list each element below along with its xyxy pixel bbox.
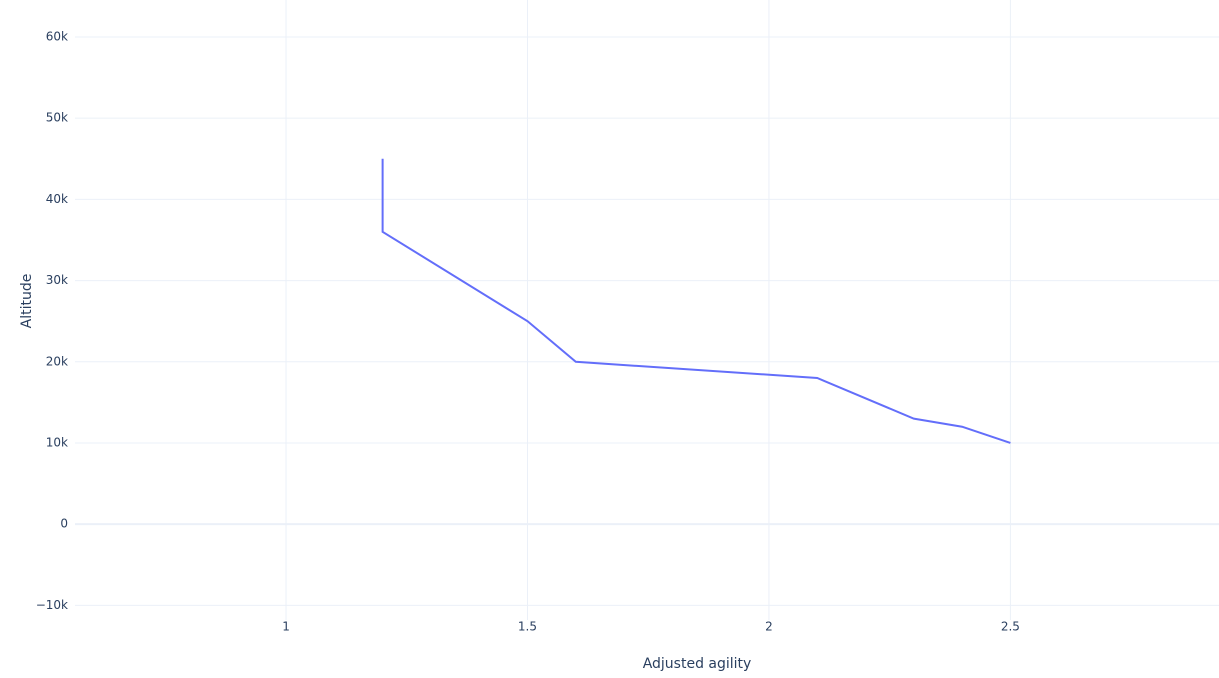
y-tick-label: 10k bbox=[46, 435, 68, 449]
y-tick-label: 30k bbox=[46, 273, 68, 287]
x-tick-label: 1 bbox=[282, 620, 290, 634]
y-tick-label: −10k bbox=[36, 598, 68, 612]
y-axis-title: Altitude bbox=[19, 274, 35, 329]
x-tick-label: 2.5 bbox=[1001, 620, 1020, 634]
y-tick-label: 20k bbox=[46, 354, 68, 368]
x-tick-label: 1.5 bbox=[518, 620, 537, 634]
x-tick-label: 2 bbox=[765, 620, 773, 634]
y-tick-label: 50k bbox=[46, 111, 68, 125]
y-tick-label: 40k bbox=[46, 192, 68, 206]
line-series bbox=[381, 158, 1011, 444]
x-axis-title: Adjusted agility bbox=[643, 656, 752, 672]
y-tick-label: 60k bbox=[46, 29, 68, 43]
y-tick-label: 0 bbox=[60, 517, 68, 531]
